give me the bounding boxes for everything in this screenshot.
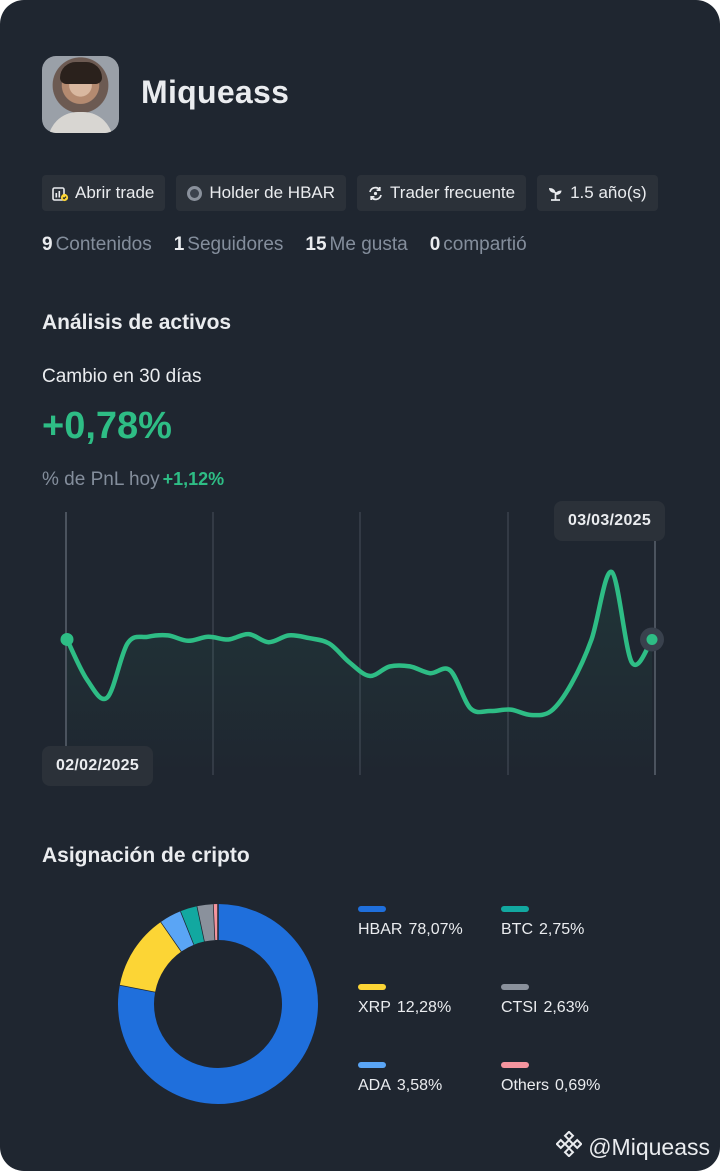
crypto-allocation-title: Asignación de cripto [42, 844, 250, 867]
legend-swatch [358, 906, 386, 912]
stat-shares[interactable]: 0 compartió [429, 234, 527, 255]
stat-contents[interactable]: 9 Contenidos [42, 234, 152, 255]
legend-swatch [501, 984, 529, 990]
badge-frequent-trader[interactable]: Trader frecuente [357, 175, 527, 211]
donut-slice-ada[interactable] [161, 911, 195, 952]
watermark: @Miqueass [555, 1130, 710, 1163]
donut-slice-xrp[interactable] [119, 921, 183, 993]
legend-swatch [501, 1062, 529, 1068]
change-period-label: Cambio en 30 días [42, 366, 202, 387]
donut-slice-ctsi[interactable] [197, 904, 216, 942]
badge-account-age[interactable]: 1.5 año(s) [537, 175, 658, 211]
asset-analysis-title: Análisis de activos [42, 311, 232, 334]
legend-item-others: Others 0,69% [501, 1062, 641, 1095]
stat-likes[interactable]: 15 Me gusta [305, 234, 408, 255]
legend-item-btc: BTC 2,75% [501, 906, 641, 939]
profile-stats: 9 Contenidos 1 Seguidores 15 Me gusta 0 comp… [42, 234, 527, 256]
badge-list: Abrir trade Holder de HBAR Trader frecue… [42, 175, 658, 211]
badge-open-trade[interactable]: Abrir trade [42, 175, 166, 211]
donut-slice-btc[interactable] [180, 906, 206, 945]
pnl-line-chart[interactable] [0, 500, 720, 800]
legend-item-hbar: HBAR 78,07% [358, 906, 498, 939]
trade-icon [52, 185, 69, 202]
pnl-today: % de PnL hoy +1,12% [42, 469, 225, 490]
avatar[interactable] [42, 56, 119, 133]
legend-item-ada: ADA 3,58% [358, 1062, 498, 1095]
legend-item-ctsi: CTSI 2,63% [501, 984, 641, 1017]
pnl-today-value: +1,12% [162, 469, 225, 489]
username[interactable]: Miqueass [141, 74, 290, 110]
chart-start-point [60, 632, 74, 646]
watermark-handle: @Miqueass [588, 1133, 710, 1160]
legend-item-xrp: XRP 12,28% [358, 984, 498, 1017]
badge-hbar-holder[interactable]: Holder de HBAR [176, 175, 347, 211]
allocation-donut-chart[interactable] [116, 902, 320, 1106]
sprout-icon [547, 185, 564, 202]
chart-end-date: 03/03/2025 [554, 501, 666, 541]
donut-slice-hbar[interactable] [118, 904, 318, 1104]
legend-swatch [501, 906, 529, 912]
legend-swatch [358, 984, 386, 990]
chart-end-point [646, 633, 658, 645]
stat-followers[interactable]: 1 Seguidores [173, 234, 284, 255]
badge-label: Trader frecuente [390, 183, 516, 202]
change-value: +0,78% [42, 405, 172, 447]
hbar-coin-icon [186, 185, 203, 202]
chart-start-date: 02/02/2025 [42, 746, 154, 786]
donut-slice-separator [196, 906, 206, 942]
chart-series-line [64, 569, 655, 718]
badge-label: Holder de HBAR [209, 183, 336, 202]
legend-swatch [358, 1062, 386, 1068]
repeat-icon [367, 185, 384, 202]
badge-label: Abrir trade [75, 183, 155, 202]
binance-logo-icon [555, 1130, 583, 1163]
badge-label: 1.5 año(s) [570, 183, 647, 202]
